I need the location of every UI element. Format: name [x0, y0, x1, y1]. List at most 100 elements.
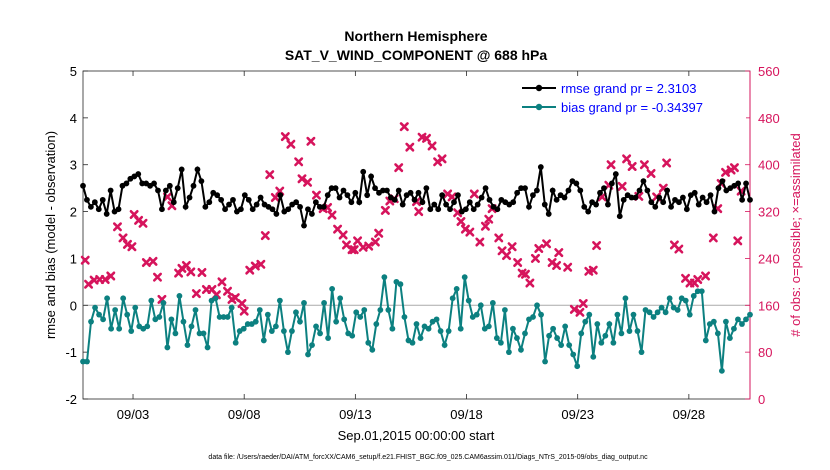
- bias-point: [148, 297, 155, 304]
- bias-point: [220, 314, 227, 320]
- y2-tick-label: 0: [758, 392, 765, 407]
- rmse-point: [691, 189, 698, 196]
- bias-point: [493, 335, 500, 341]
- bias-point: [184, 342, 191, 349]
- rmse-point: [707, 192, 714, 199]
- bias-point: [522, 330, 528, 337]
- rmse-point: [340, 187, 347, 194]
- legend-box: [516, 76, 746, 120]
- bias-point: [453, 285, 460, 292]
- obs-assimilated-point: [588, 265, 598, 275]
- bias-point: [698, 288, 705, 295]
- obs-assimilated-point: [186, 267, 196, 277]
- x-tick-label: 09/13: [339, 407, 372, 422]
- bias-point: [293, 309, 299, 316]
- rmse-point: [301, 222, 307, 229]
- rmse-point: [561, 194, 568, 201]
- y2-tick-label: 400: [758, 158, 780, 173]
- bias-point: [449, 295, 456, 302]
- rmse-point: [435, 206, 442, 213]
- rmse-point: [636, 187, 643, 194]
- bias-point: [497, 339, 504, 346]
- rmse-point: [230, 196, 236, 203]
- bias-point: [357, 314, 364, 320]
- bias-point: [349, 332, 356, 339]
- bias-point: [329, 285, 336, 292]
- legend-rmse-marker: [535, 84, 543, 92]
- bias-point: [180, 318, 187, 325]
- y2-axis-label: # of obs: o=possible; ×=assimilated: [788, 133, 803, 336]
- rmse-point: [455, 192, 461, 199]
- bias-point: [417, 335, 424, 341]
- obs-assimilated-point: [414, 207, 424, 217]
- bias-point: [739, 321, 745, 327]
- y2-tick-label: 160: [758, 298, 780, 313]
- rmse-point: [273, 211, 280, 217]
- bias-point: [144, 323, 151, 330]
- bias-point: [634, 328, 641, 334]
- bias-point: [80, 358, 86, 365]
- rmse-point: [443, 201, 450, 208]
- rmse-point: [309, 211, 315, 217]
- rmse-point: [218, 196, 225, 203]
- obs-assimilated-point: [80, 255, 90, 265]
- obs-assimilated-point: [260, 231, 270, 241]
- obs-assimilated-point: [297, 174, 307, 184]
- bias-point: [200, 330, 207, 337]
- rmse-point: [739, 196, 746, 203]
- obs-assimilated-point: [469, 189, 479, 199]
- bias-point: [489, 300, 496, 306]
- rmse-point: [699, 194, 706, 201]
- rmse-point: [155, 187, 161, 194]
- obs-assimilated-point: [622, 154, 632, 164]
- obs-assimilated-point: [100, 275, 110, 285]
- rmse-point: [612, 171, 619, 177]
- rmse-point: [257, 194, 264, 201]
- bias-point: [694, 288, 701, 295]
- bias-point: [240, 325, 247, 332]
- rmse-point: [332, 185, 339, 192]
- bias-point: [562, 323, 569, 330]
- rmse-point: [719, 178, 726, 185]
- y2-tick-label: 560: [758, 64, 780, 79]
- rmse-point: [526, 203, 532, 210]
- bias-point: [662, 309, 669, 316]
- bias-point: [268, 328, 275, 334]
- obs-assimilated-point: [465, 227, 475, 237]
- rmse-point: [135, 171, 142, 177]
- bias-point: [690, 293, 697, 299]
- obs-assimilated-point: [138, 218, 148, 228]
- obs-assimilated-point: [674, 244, 684, 254]
- bias-point: [212, 295, 219, 302]
- bias-point: [252, 318, 259, 325]
- obs-assimilated-point: [530, 253, 540, 263]
- obs-assimilated-point: [701, 271, 711, 281]
- y2-tick-label: 80: [758, 345, 772, 360]
- obs-assimilated-point: [733, 236, 743, 246]
- rmse-point: [593, 201, 599, 208]
- rmse-point: [680, 194, 686, 201]
- x-tick-label: 09/08: [228, 407, 261, 422]
- rmse-point: [87, 203, 94, 210]
- rmse-point: [451, 199, 457, 206]
- bias-point: [702, 337, 709, 344]
- bias-point: [192, 307, 199, 313]
- obs-assimilated-point: [592, 241, 602, 251]
- obs-assimilated-point: [554, 248, 564, 258]
- bias-point: [281, 328, 287, 334]
- bias-point: [546, 332, 552, 339]
- bias-point: [361, 307, 368, 313]
- bias-point: [401, 314, 408, 320]
- rmse-point: [364, 192, 371, 199]
- bias-point: [477, 302, 484, 309]
- bias-point: [160, 300, 167, 306]
- rmse-point: [80, 182, 86, 189]
- bias-point: [674, 307, 681, 313]
- bias-point: [244, 321, 251, 327]
- obs-assimilated-point: [569, 304, 579, 314]
- rmse-point: [95, 206, 102, 213]
- bias-point: [84, 358, 90, 365]
- bias-point: [228, 304, 235, 311]
- rmse-point: [470, 206, 477, 213]
- rmse-point: [194, 166, 201, 173]
